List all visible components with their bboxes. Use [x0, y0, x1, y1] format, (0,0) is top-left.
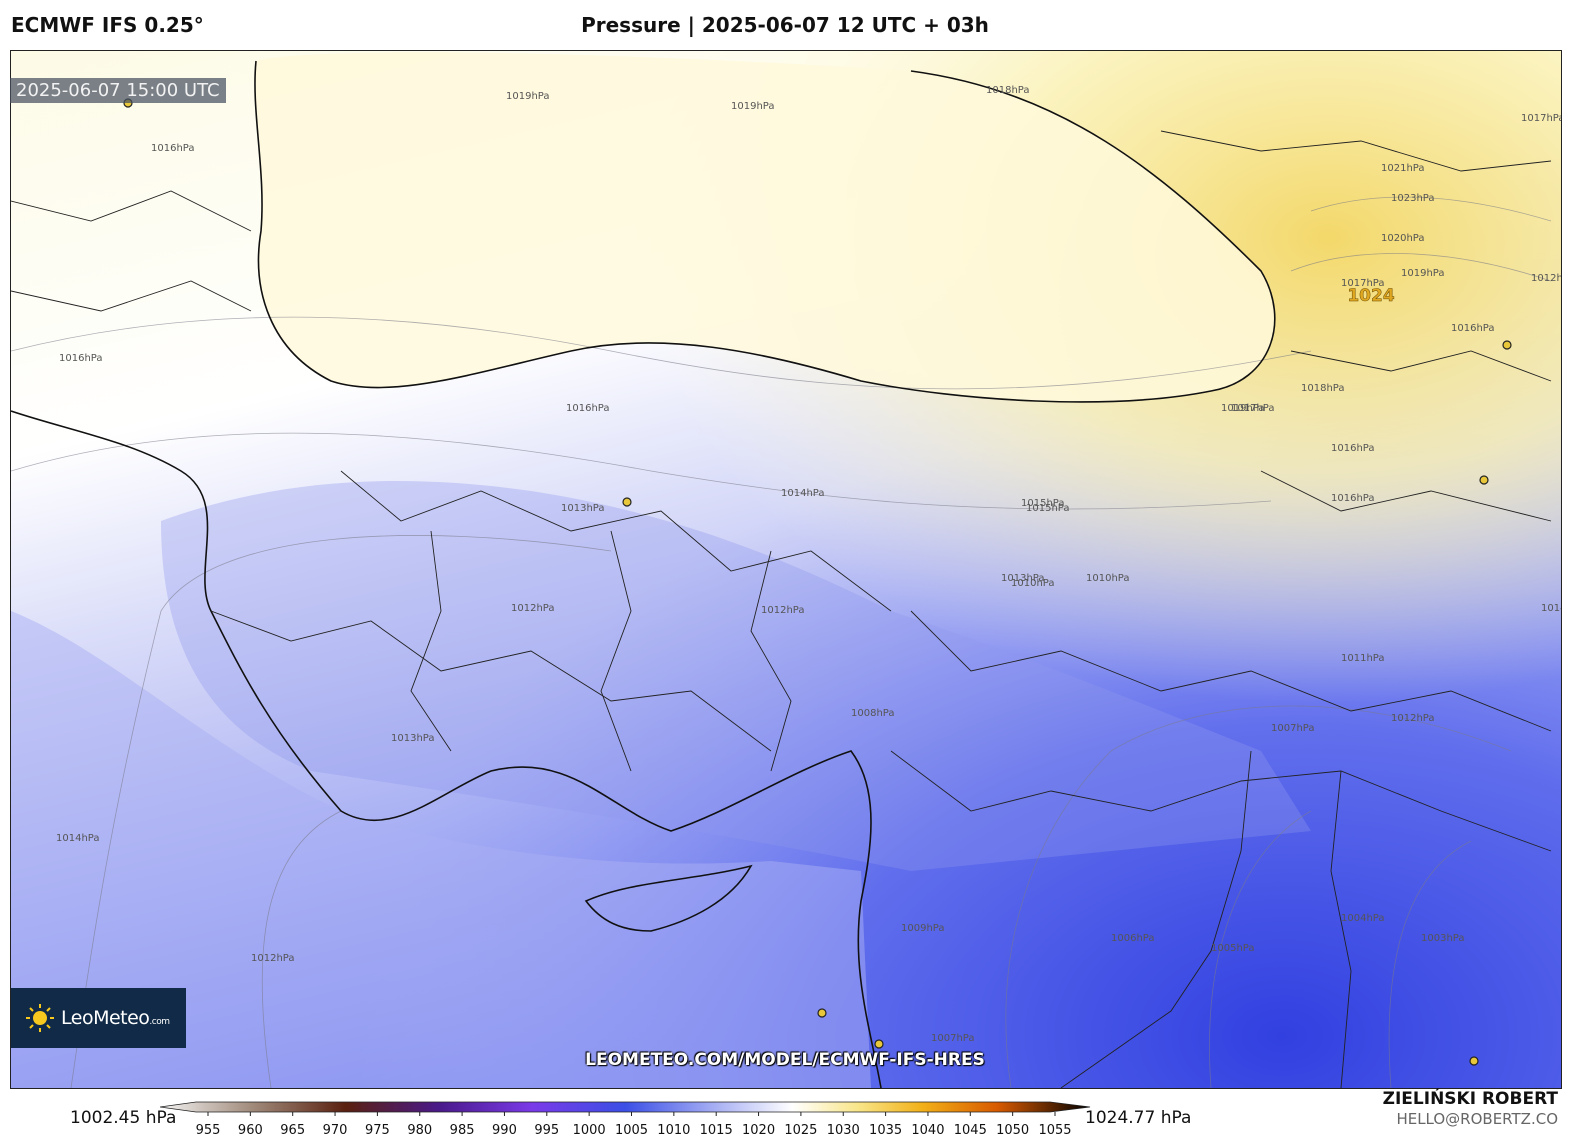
colorbar-tick-label: 990 [492, 1123, 517, 1138]
sun-icon [26, 1004, 54, 1032]
isobar-label: 1012hPa [1531, 273, 1561, 284]
isobar-label: 1014hPa [1541, 603, 1561, 614]
isobar-label: 1019hPa [506, 91, 550, 102]
colorbar-tick-label: 965 [280, 1123, 305, 1138]
isobar-label: 1016hPa [59, 353, 103, 364]
isobar-label: 1014hPa [781, 488, 825, 499]
leometeo-logo[interactable]: LeoMeteo.com [11, 988, 186, 1048]
isobar-label: 1016hPa [1451, 323, 1495, 334]
pressure-map[interactable]: 1019hPa 1019hPa 1018hPa 1017hPa 1016hPa 1016h… [10, 50, 1562, 1089]
model-name: ECMWF IFS 0.25° [11, 13, 204, 37]
isobar-label: 1007hPa [931, 1033, 975, 1044]
logo-text: LeoMeteo.com [61, 1007, 170, 1029]
colorbar-tick-label: 970 [323, 1123, 348, 1138]
model-url-watermark: LEOMETEO.COM/MODEL/ECMWF-IFS-HRES [585, 1050, 985, 1070]
isobar-label: 1009hPa [901, 923, 945, 934]
isobar-label: 1018hPa [1301, 383, 1345, 394]
isobar-label: 1010hPa [1011, 578, 1055, 589]
isobar-label: 1017hPa [1341, 278, 1385, 289]
isobar-label: 1016hPa [1331, 493, 1375, 504]
chart-title: Pressure | 2025-06-07 12 UTC + 03h [581, 13, 989, 37]
colorbar-tick-label: 1030 [827, 1123, 860, 1138]
map-timestamp: 2025-06-07 15:00 UTC [10, 78, 226, 103]
isobar-label: 1019hPa [1221, 403, 1265, 414]
colorbar-tick-label: 955 [196, 1123, 221, 1138]
colorbar-tick-label: 960 [238, 1123, 263, 1138]
isobar-label: 1012hPa [251, 953, 295, 964]
isobar-label: 1016hPa [151, 143, 195, 154]
isobar-label: 1004hPa [1341, 913, 1385, 924]
isobar-label: 1016hPa [1331, 443, 1375, 454]
isobar-label: 1020hPa [1381, 233, 1425, 244]
isobar-label: 1023hPa [1391, 193, 1435, 204]
isobar-label: 1012hPa [511, 603, 555, 614]
colorbar-tick-label: 1045 [954, 1123, 987, 1138]
colorbar-tick-label: 985 [450, 1123, 475, 1138]
isobar-label: 1018hPa [986, 85, 1030, 96]
isobar-label: 1006hPa [1111, 933, 1155, 944]
isobar-label: 1017hPa [1231, 403, 1275, 414]
colorbar-tick-label: 995 [534, 1123, 559, 1138]
colorbar-tick-label: 1040 [911, 1123, 944, 1138]
colorbar-tick-label: 1010 [657, 1123, 690, 1138]
isobar-label: 1015hPa [1021, 498, 1065, 509]
isobar-label: 1003hPa [1421, 933, 1465, 944]
isobar-label: 1013hPa [561, 503, 605, 514]
colorbar-tick-label: 980 [407, 1123, 432, 1138]
colorbar-tick-label: 1015 [700, 1123, 733, 1138]
high-center-label: 1024 [1347, 286, 1394, 306]
isobar-label: 1014hPa [56, 833, 100, 844]
isobar-label: 1013hPa [1001, 573, 1045, 584]
isobar-label: 1005hPa [1211, 943, 1255, 954]
colorbar-min-label: 1002.45 hPa [70, 1108, 177, 1128]
isobar-label: 1008hPa [851, 708, 895, 719]
isobar-label: 1013hPa [391, 733, 435, 744]
isobar-label: 1010hPa [1086, 573, 1130, 584]
isobar-label: 1012hPa [1391, 713, 1435, 724]
colorbar-tick-label: 1020 [742, 1123, 775, 1138]
isobar-label: 1011hPa [1341, 653, 1385, 664]
colorbar-tick-label: 1000 [573, 1123, 606, 1138]
colorbar-tick-label: 1025 [784, 1123, 817, 1138]
colorbar-tick-label: 1035 [869, 1123, 902, 1138]
isobar-label: 1007hPa [1271, 723, 1315, 734]
colorbar-tick-label: 1055 [1038, 1123, 1071, 1138]
author-name: ZIELIŃSKI ROBERT [1382, 1089, 1558, 1109]
colorbar-tick-label: 975 [365, 1123, 390, 1138]
author-email: HELLO@ROBERTZ.CO [1396, 1110, 1558, 1128]
colorbar-tick-label: 1005 [615, 1123, 648, 1138]
isobar-label: 1017hPa [1521, 113, 1561, 124]
colorbar-max-label: 1024.77 hPa [1085, 1108, 1192, 1128]
isobar-label: 1015hPa [1026, 503, 1070, 514]
isobar-label: 1021hPa [1381, 163, 1425, 174]
isobar-label: 1016hPa [566, 403, 610, 414]
isobar-label: 1019hPa [1401, 268, 1445, 279]
isobar-label: 1019hPa [731, 101, 775, 112]
pressure-colorbar: 955 960 965 970 975 980 985 990 995 1000 1005 1010 1… [160, 1101, 1091, 1138]
colorbar-tick-label: 1050 [996, 1123, 1029, 1138]
isobar-label: 1012hPa [761, 605, 805, 616]
